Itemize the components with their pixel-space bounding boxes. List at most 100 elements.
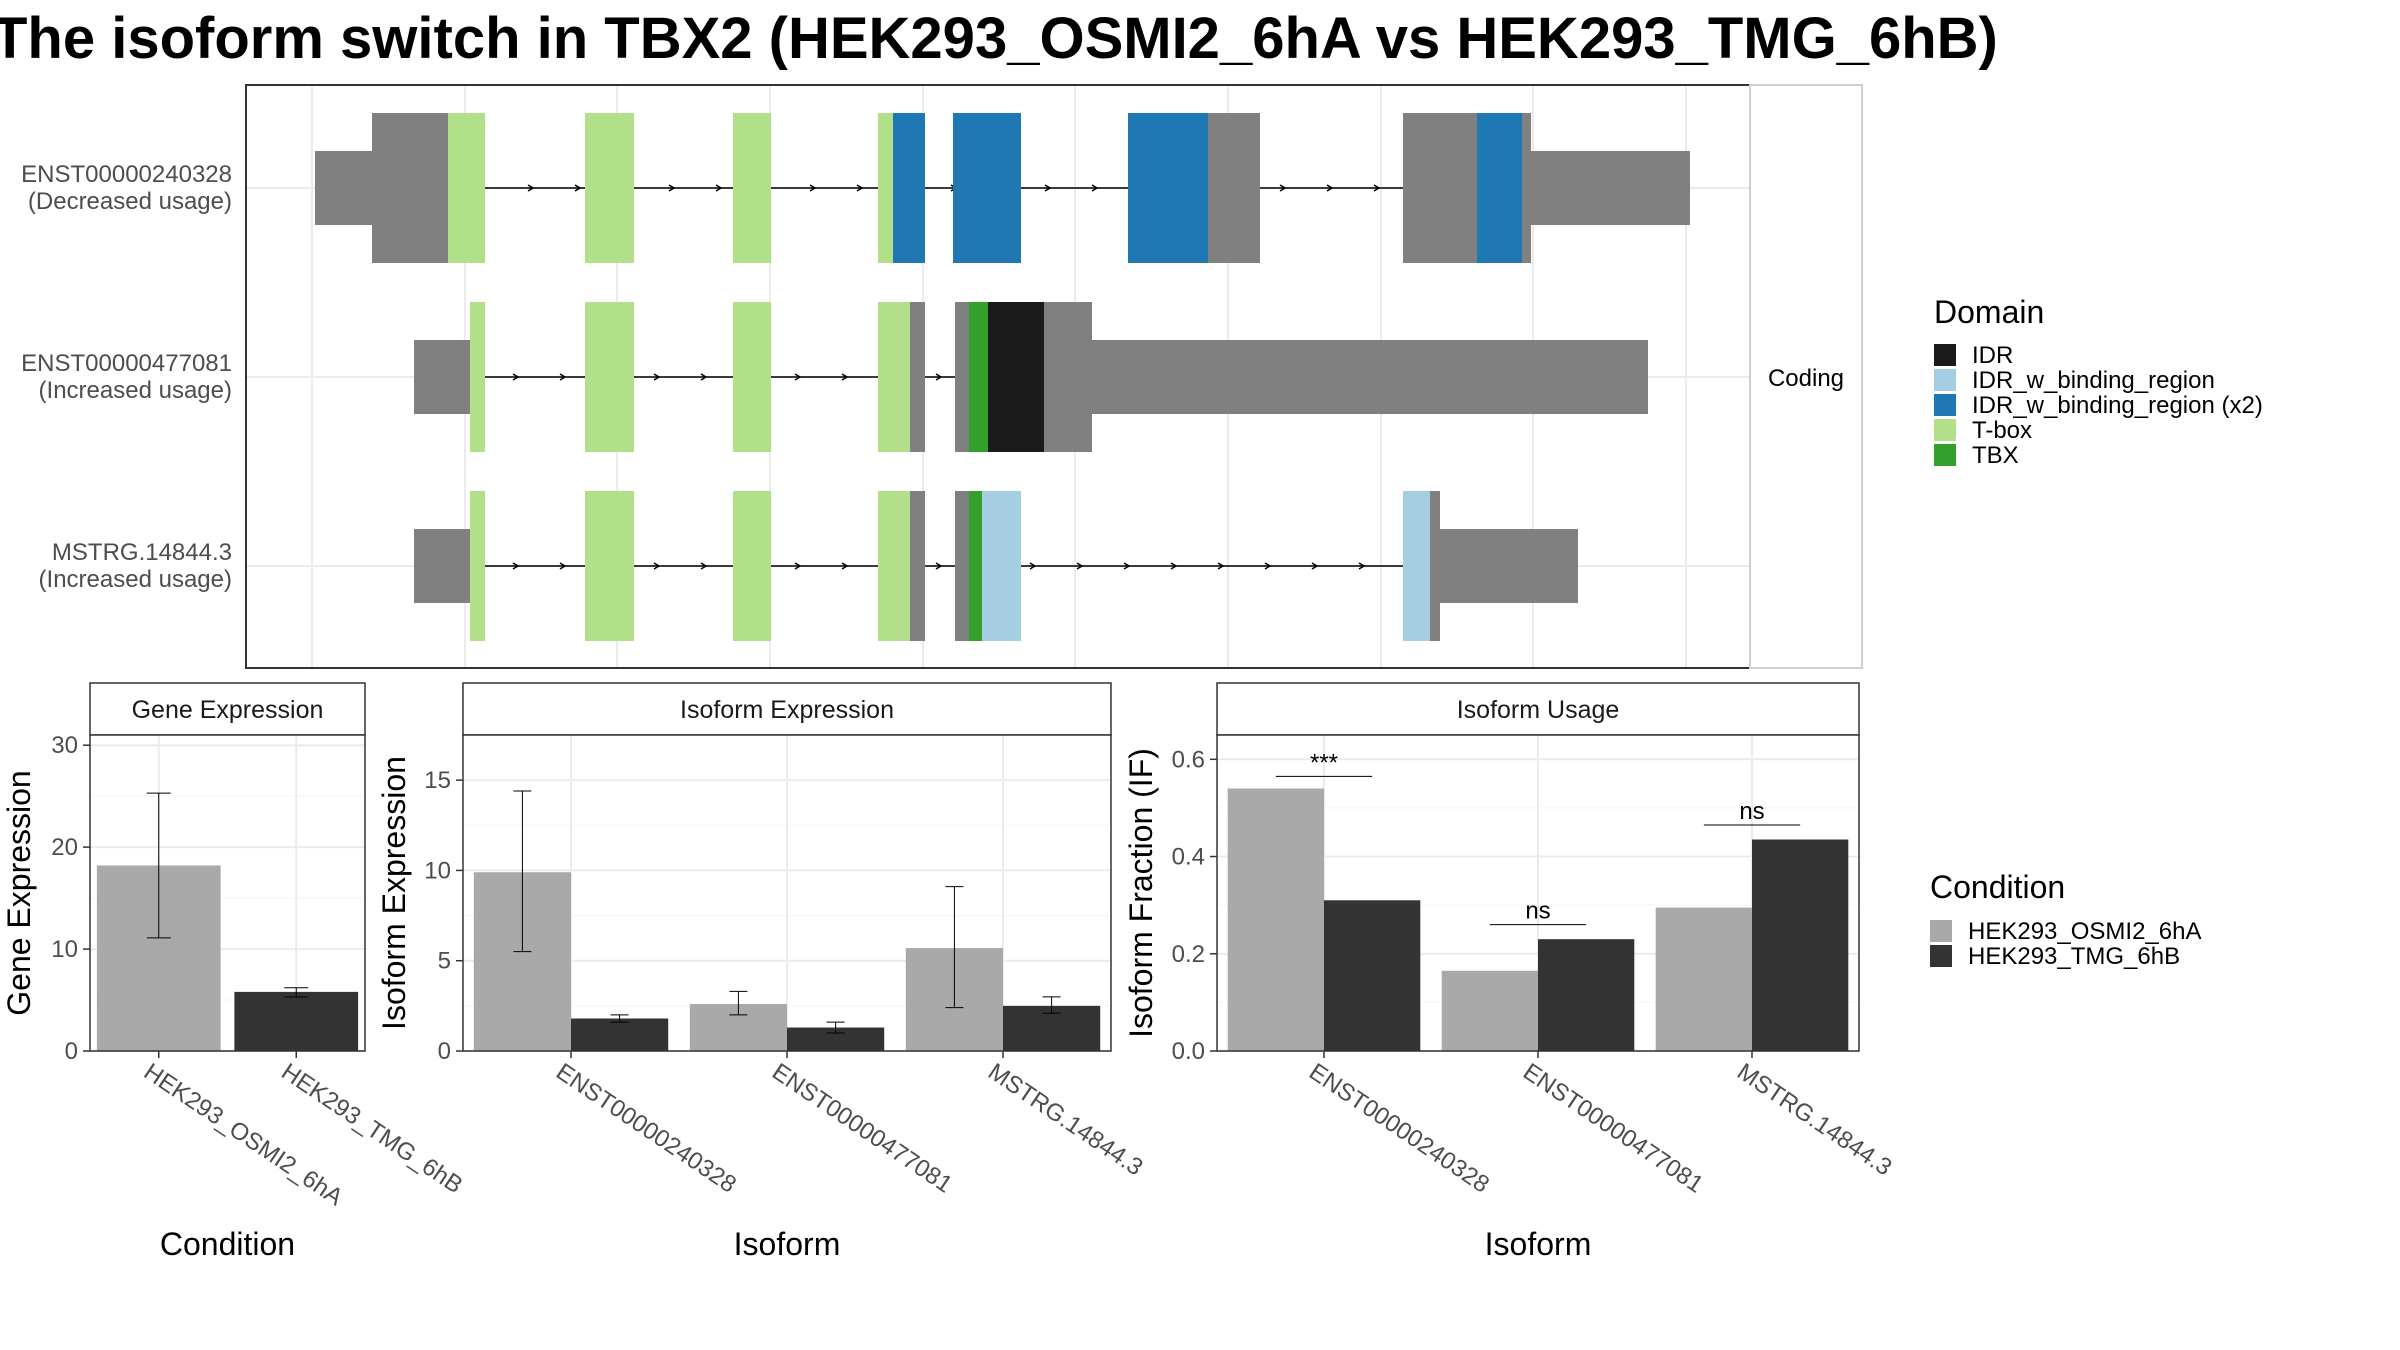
domain-block-t-box (448, 113, 485, 263)
isoform-label-2: ENST00000477081 (21, 350, 232, 377)
isoform-label-1: ENST00000240328 (21, 161, 232, 188)
y-tick-label: 0.4 (1172, 844, 1205, 871)
domain-block-t-box (878, 491, 910, 641)
significance-label: *** (1310, 749, 1338, 776)
domain-legend-swatch (1934, 369, 1956, 391)
chart-strip (462, 682, 1112, 736)
bar-hek293-tmg-6hb (1538, 939, 1635, 1051)
domain-block-idr-w-binding-region-x2 (1128, 113, 1208, 263)
isoform-usage-note-2: (Increased usage) (39, 377, 232, 404)
domain-block-t-box (733, 491, 771, 641)
domain-legend-swatch (1934, 344, 1956, 366)
y-axis-title: Isoform Fraction (IF) (1123, 748, 1159, 1038)
intron-arrow (559, 373, 567, 381)
domain-block-idr-w-binding-region (982, 491, 1021, 641)
x-axis-title: Isoform (1485, 1226, 1592, 1262)
x-tick-label: ENST00000477081 (1518, 1058, 1708, 1198)
condition-legend-swatch (1930, 945, 1952, 967)
bar-hek293-osmi2-6ha (1655, 907, 1752, 1051)
domain-block-t-box (585, 302, 634, 452)
domain-block-t-box (585, 113, 634, 263)
intron-arrow (935, 373, 943, 381)
coding-exon-block (955, 302, 969, 452)
coding-exon-block (1208, 113, 1260, 263)
intron-arrow (1279, 184, 1287, 192)
domain-legend-label: TBX (1972, 442, 2019, 469)
x-tick-label: MSTRG.14844.3 (983, 1058, 1147, 1181)
domain-block-t-box (585, 491, 634, 641)
coding-exon-block (1430, 491, 1440, 641)
intron-arrow (856, 184, 864, 192)
utr-block (414, 340, 470, 414)
x-axis-title: Condition (160, 1226, 295, 1262)
y-tick-label: 0.2 (1172, 941, 1205, 968)
domain-block-t-box (878, 113, 893, 263)
utr-block (315, 151, 372, 225)
isoform-label-3: MSTRG.14844.3 (52, 539, 232, 566)
coding-exon-block (372, 113, 448, 263)
intron-arrow (668, 184, 676, 192)
chart-bars (96, 865, 359, 1051)
y-tick-label: 10 (51, 936, 78, 963)
domain-legend-title: Domain (1934, 294, 2044, 330)
transcript-track-1 (315, 113, 1690, 263)
y-axis-title: Gene Expression (1, 770, 37, 1015)
x-tick-label: MSTRG.14844.3 (1732, 1058, 1896, 1181)
coding-exon-block (1044, 302, 1092, 452)
intron-arrow (841, 373, 849, 381)
condition-legend-swatch (1930, 920, 1952, 942)
chart-y-ticks: 0.0 0.2 0.4 0.6 (1172, 746, 1217, 1065)
utr-block (1440, 529, 1578, 603)
intron-arrow (653, 373, 661, 381)
utr-block (1092, 340, 1648, 414)
bar-hek293-tmg-6hb (1752, 839, 1849, 1051)
x-axis-title: Isoform (734, 1226, 841, 1262)
coding-strip-label: Coding (1768, 365, 1844, 392)
significance-label: ns (1739, 798, 1764, 825)
y-tick-label: 10 (424, 857, 451, 884)
intron-arrow (841, 562, 849, 570)
intron-arrow (715, 184, 723, 192)
domain-block-idr-w-binding-region (1403, 491, 1430, 641)
domain-legend: Domain IDRIDR_w_binding_regionIDR_w_bindi… (1934, 294, 2263, 469)
condition-legend-title: Condition (1930, 869, 2065, 905)
y-axis-title: Isoform Expression (376, 756, 412, 1030)
isoform-usage-chart: Isoform Usage *** ns ns 0.0 0.2 0.4 0.6 ENST0000… (1123, 682, 1897, 1262)
intron-arrow (1076, 562, 1084, 570)
bar-hek293-tmg-6hb (787, 1027, 885, 1051)
chart-strip-title: Isoform Usage (1457, 696, 1620, 724)
bar-hek293-tmg-6hb (234, 991, 359, 1051)
domain-block-t-box (878, 302, 910, 452)
domain-legend-swatch (1934, 444, 1956, 466)
chart-error-bars (513, 790, 1061, 1034)
domain-block-t-box (470, 302, 485, 452)
domain-legend-label: IDR_w_binding_region (1972, 367, 2215, 394)
intron-arrow (700, 562, 708, 570)
domain-legend-label: T-box (1972, 417, 2032, 444)
bar-hek293-tmg-6hb (571, 1018, 669, 1051)
domain-block-t-box (733, 302, 771, 452)
x-tick-label: ENST00000240328 (551, 1058, 741, 1198)
domain-block-t-box (470, 491, 485, 641)
bar-hek293-osmi2-6ha (1227, 788, 1324, 1051)
intron-arrow (1311, 562, 1319, 570)
intron-arrow (1123, 562, 1131, 570)
intron-arrow (700, 373, 708, 381)
chart-panel-border (89, 734, 366, 1052)
chart-y-ticks: 0 10 20 30 (51, 732, 90, 1065)
chart-strip-title: Gene Expression (132, 696, 324, 724)
y-tick-label: 0 (438, 1038, 451, 1065)
condition-legend-label: HEK293_OSMI2_6hA (1968, 918, 2201, 945)
isoform-usage-note-3: (Increased usage) (39, 566, 232, 593)
transcript-structure-panel: Coding ENST00000240328(Decreased usage) EN… (21, 84, 1863, 669)
coding-strip (1749, 84, 1863, 669)
domain-block-t-box (733, 113, 771, 263)
y-tick-label: 0.6 (1172, 746, 1205, 773)
isoform-expression-chart: Isoform Expression 0 5 10 15 ENST00000240328 E… (376, 682, 1148, 1262)
intron-arrow (935, 562, 943, 570)
intron-arrow (527, 184, 535, 192)
domain-block-idr-w-binding-region-x2 (953, 113, 1021, 263)
